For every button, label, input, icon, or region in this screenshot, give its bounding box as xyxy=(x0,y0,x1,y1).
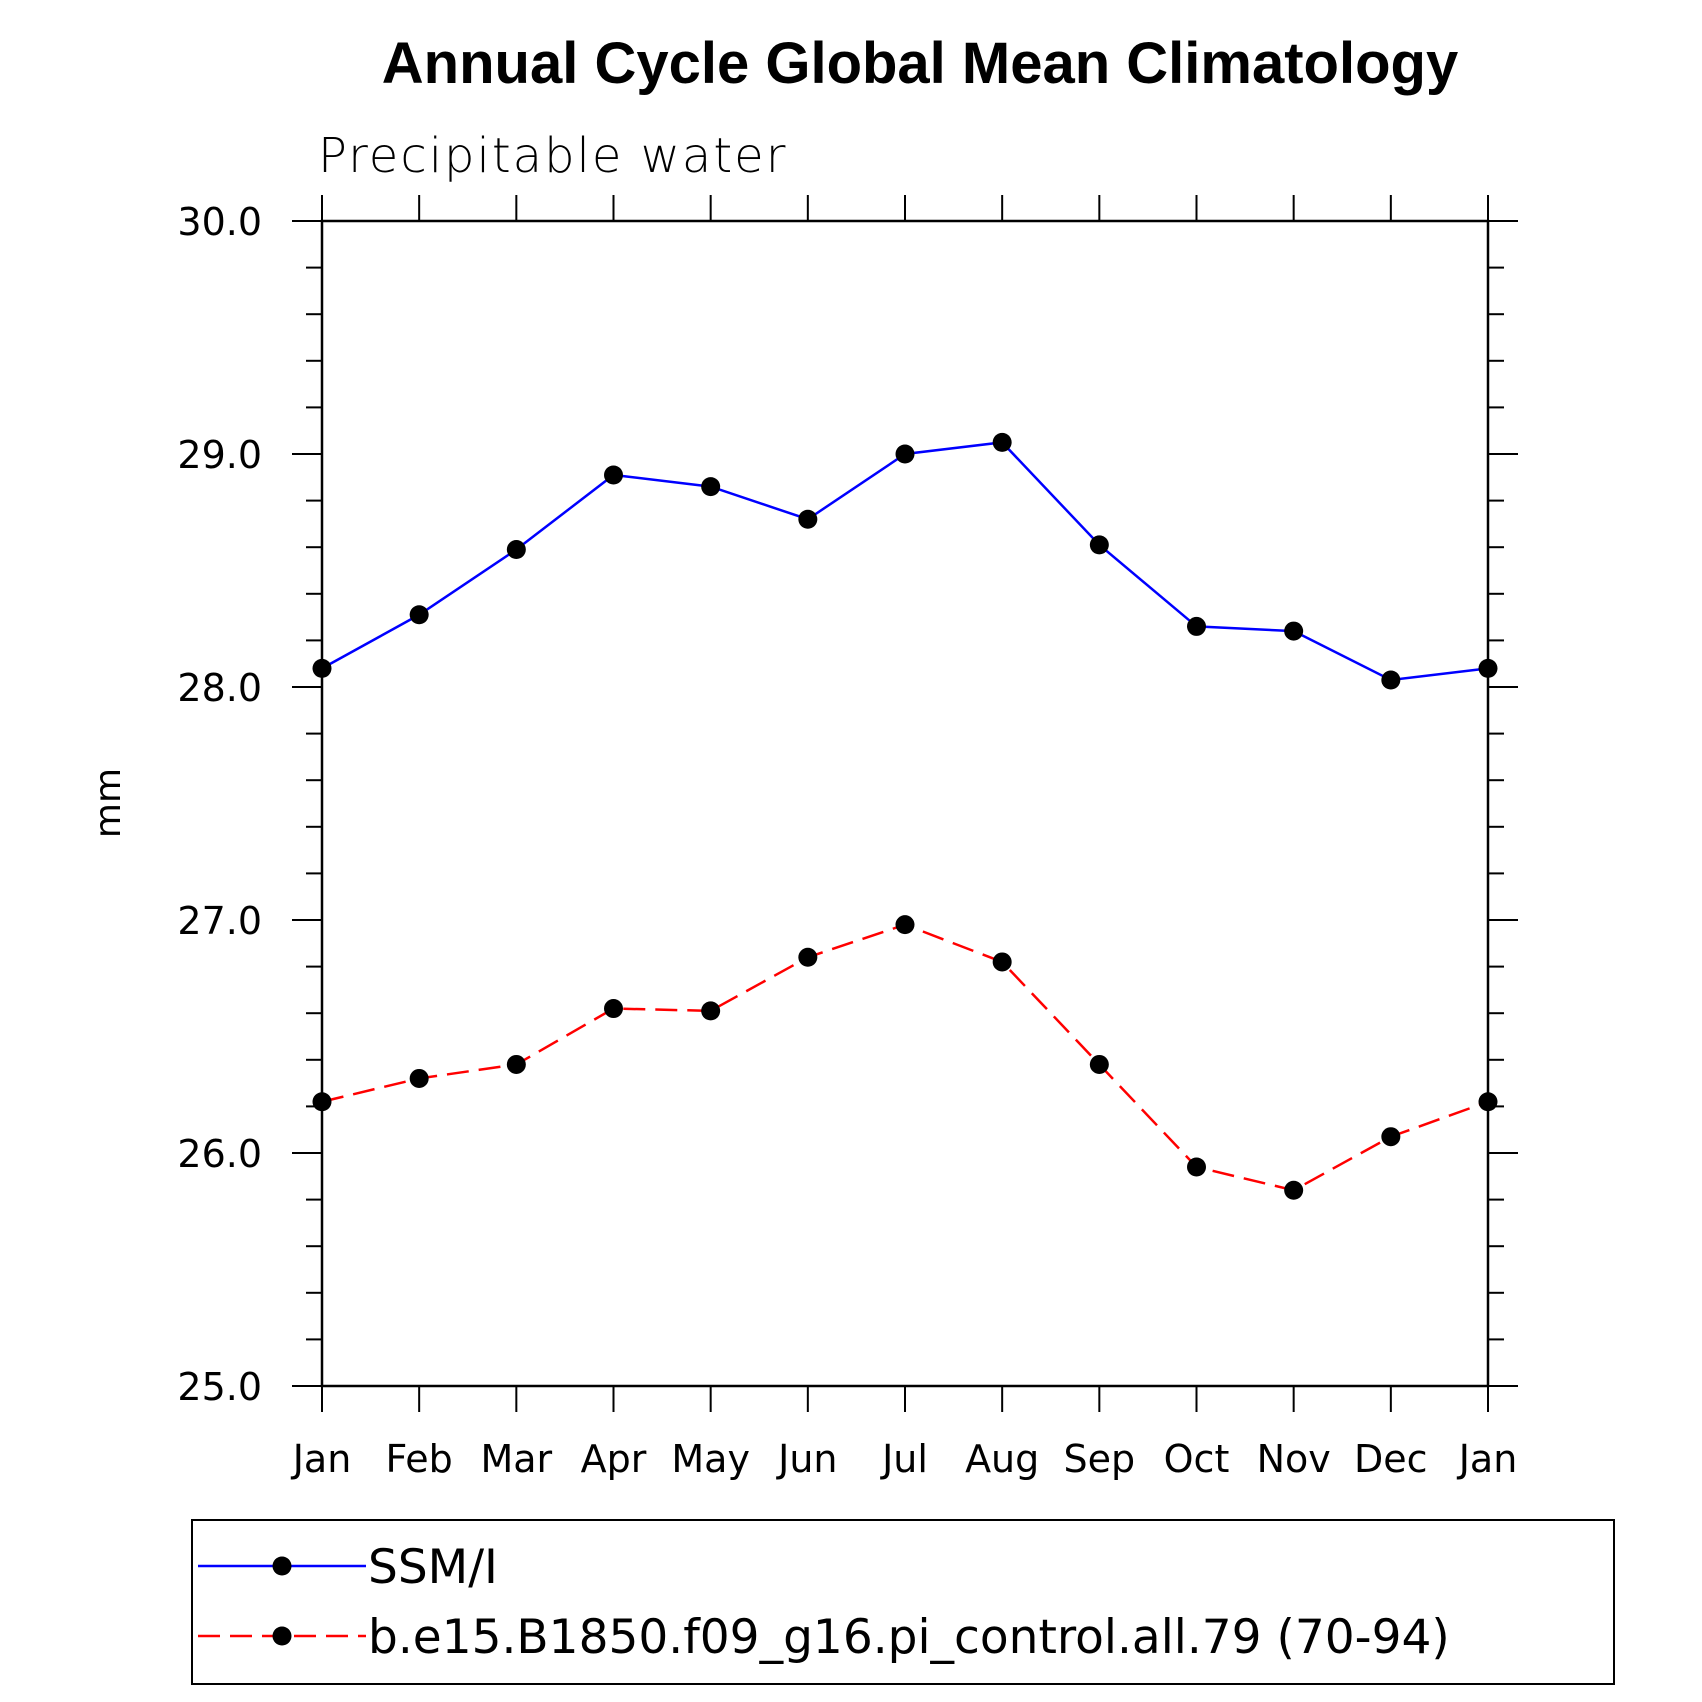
y-tick-label: 25.0 xyxy=(177,1365,262,1409)
x-tick-label: Feb xyxy=(386,1437,453,1481)
x-tick-label: Nov xyxy=(1257,1437,1331,1481)
x-tick-label: May xyxy=(671,1437,750,1481)
series-1-point xyxy=(701,1001,721,1021)
series-0-point xyxy=(1187,616,1206,636)
series-0-point xyxy=(604,465,623,485)
series-0-point xyxy=(1478,658,1498,678)
y-tick-label: 27.0 xyxy=(177,899,262,943)
series-0-point xyxy=(1381,670,1401,690)
chart-subtitle: Precipitable water xyxy=(318,128,787,184)
series-line-0 xyxy=(321,441,1489,682)
y-axis-label: mm xyxy=(88,768,129,838)
chart-title: Annual Cycle Global Mean Climatology xyxy=(382,31,1458,96)
x-tick-label: Apr xyxy=(581,1437,647,1481)
series-1-point xyxy=(992,952,1012,972)
series-0-point xyxy=(1284,621,1304,641)
x-tick-label: Sep xyxy=(1064,1437,1136,1481)
legend-box xyxy=(191,1519,1615,1685)
y-tick-label: 30.0 xyxy=(177,200,262,244)
series-1-point xyxy=(1381,1127,1401,1147)
x-tick-label: Jan xyxy=(1457,1437,1518,1481)
x-tick-label: Oct xyxy=(1164,1437,1230,1481)
series-1-point xyxy=(1478,1092,1498,1112)
plot-area: 25.0 26.0 27.0 28.0 29.0 30.0 Jan Feb Mar Apr May J… xyxy=(177,195,1518,1481)
x-tick-label: Jun xyxy=(776,1437,837,1481)
series-line-1 xyxy=(321,923,1489,1192)
series-1-point xyxy=(506,1054,526,1074)
series-1-point xyxy=(1089,1054,1109,1074)
series-0-point xyxy=(312,658,332,678)
y-tick-label: 29.0 xyxy=(177,433,262,477)
legend: SSM/I b.e15.B1850.f09_g16.pi_control.all.… xyxy=(191,1519,1615,1685)
series-1-point xyxy=(1284,1180,1304,1200)
series-0-point xyxy=(895,444,915,464)
series-0-point xyxy=(1089,535,1109,555)
series-0-point xyxy=(701,477,721,497)
x-tick-label: Dec xyxy=(1354,1437,1428,1481)
series-1-point xyxy=(798,947,818,967)
series-1-point xyxy=(604,999,623,1019)
x-tick-label: Aug xyxy=(965,1437,1039,1481)
series-0-point xyxy=(798,509,818,529)
y-tick-label: 28.0 xyxy=(177,666,262,710)
x-tick-label: Jul xyxy=(880,1437,928,1481)
series-0-point xyxy=(992,432,1012,452)
series-1-point xyxy=(1187,1157,1206,1177)
series-1-point xyxy=(895,915,915,935)
legend-label-0: SSM/I xyxy=(368,1540,498,1595)
x-tick-label: Jan xyxy=(291,1437,352,1481)
legend-label-1: b.e15.B1850.f09_g16.pi_control.all.79 (7… xyxy=(368,1610,1450,1665)
y-tick-label: 26.0 xyxy=(177,1132,262,1176)
legend-marker-1 xyxy=(272,1626,292,1646)
x-tick-label: Mar xyxy=(480,1437,552,1481)
series-1-point xyxy=(312,1092,332,1112)
legend-marker-0 xyxy=(272,1556,292,1576)
series-0-point xyxy=(506,540,526,560)
series-1-point xyxy=(409,1068,429,1088)
series-0-point xyxy=(409,605,429,625)
plot-frame xyxy=(320,219,1490,1388)
